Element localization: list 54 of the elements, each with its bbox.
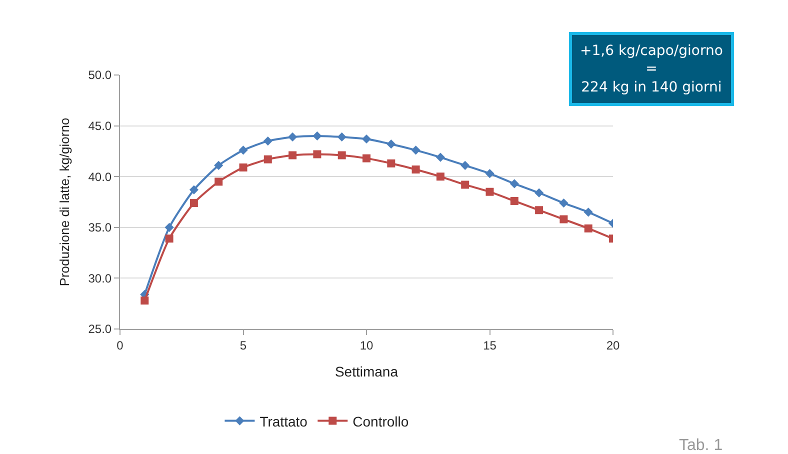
point: [190, 199, 198, 208]
point: [263, 136, 272, 146]
x-tick-label: 10: [360, 338, 374, 352]
point: [312, 131, 322, 141]
point: [486, 188, 494, 196]
point: [264, 155, 272, 164]
point: [534, 188, 544, 198]
point: [337, 132, 346, 142]
point: [559, 198, 568, 208]
point: [214, 160, 224, 170]
point: [239, 163, 248, 172]
point: [387, 159, 396, 168]
y-tick-label: 50.0: [88, 68, 112, 82]
point: [412, 165, 420, 174]
point: [436, 172, 444, 181]
point: [362, 154, 370, 162]
x-tick-label: 0: [116, 338, 124, 352]
point: [362, 134, 372, 144]
point: [164, 222, 174, 232]
y-tick-label: 35.0: [88, 220, 112, 235]
point: [460, 160, 470, 170]
point: [214, 178, 223, 186]
y-tick-label: 45.0: [88, 119, 112, 133]
point: [485, 169, 494, 178]
point: [238, 146, 248, 155]
legend-label: Controllo: [352, 413, 409, 430]
legend-label: Trattato: [260, 413, 308, 430]
point: [411, 146, 420, 155]
point: [338, 151, 346, 160]
y-tick-label: 40.0: [88, 170, 112, 184]
x-axis-title: Settimana: [334, 364, 398, 380]
x-tick-label: 20: [606, 338, 620, 352]
point: [288, 151, 297, 160]
point: [288, 132, 298, 142]
point: [584, 208, 593, 217]
y-axis-title: Produzione di latte, kg/giorno: [57, 118, 72, 286]
point: [436, 152, 445, 162]
point: [510, 196, 518, 205]
point: [560, 215, 568, 224]
caption: Tab. 1: [679, 437, 723, 454]
point: [510, 179, 519, 188]
point: [313, 150, 322, 158]
point: [461, 180, 470, 189]
y-tick-label: 25.0: [88, 322, 112, 336]
y-tick-label: 30.0: [88, 271, 112, 286]
point: [386, 140, 396, 149]
point: [189, 185, 198, 194]
x-tick-label: 15: [483, 338, 497, 352]
annotation: +1,6 kg/capo/giorno = 224 kg in 140 giorni: [580, 43, 723, 96]
point: [165, 234, 174, 243]
point: [584, 224, 592, 232]
point: [535, 206, 544, 214]
x-tick-label: 5: [240, 338, 247, 352]
point: [140, 296, 149, 305]
